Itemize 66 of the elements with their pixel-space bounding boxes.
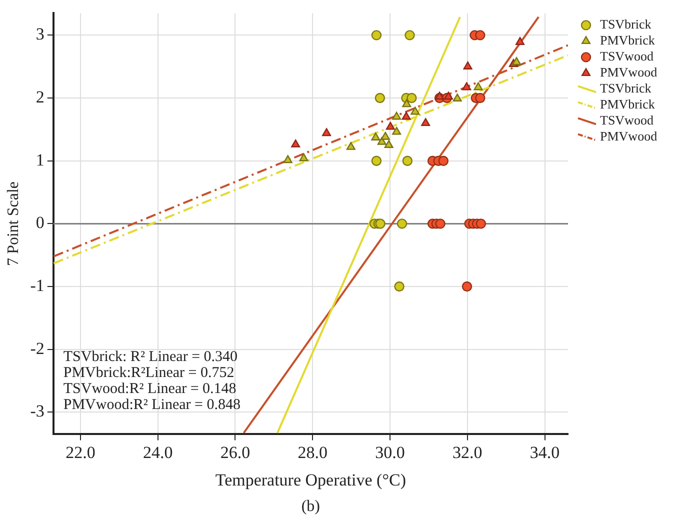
point [463, 62, 472, 70]
y-axis-title: 7 Point Scale [4, 181, 22, 266]
y-tick-label: -3 [30, 402, 44, 421]
point [410, 106, 420, 115]
x-tick-label: 24.0 [142, 442, 173, 462]
text: (b) [301, 498, 320, 516]
annotation: PMVbrick:R²Linear = 0.752 [63, 365, 234, 382]
y-tick-label: 0 [36, 213, 44, 232]
x-tick-label: 22.0 [66, 442, 96, 462]
legend-label: TSVbrick [600, 80, 652, 96]
legend-label: TSVbrick [600, 16, 652, 32]
point [438, 156, 449, 166]
legend-label: PMVbrick [600, 96, 656, 112]
x-axis-title: Temperature Operative (°C) [215, 470, 406, 490]
point [371, 132, 380, 140]
x-tick-label: 28.0 [298, 442, 328, 462]
annotation: TSVbrick: R² Linear = 0.340 [63, 349, 238, 366]
y-tick-label: 1 [36, 150, 44, 170]
y-tick-label: 3 [36, 24, 44, 44]
point [394, 281, 404, 292]
point [475, 30, 486, 40]
point [346, 142, 356, 150]
point [512, 57, 522, 66]
legend-label: TSVwood [600, 48, 654, 64]
point [380, 132, 390, 140]
point [402, 112, 411, 120]
point [475, 92, 486, 104]
legend-label: PMVwood [600, 128, 658, 144]
point [322, 128, 332, 136]
point [283, 155, 292, 164]
y-tick-label: -1 [30, 276, 44, 296]
point [396, 218, 408, 229]
point [371, 30, 382, 40]
x-tick-label: 34.0 [530, 442, 560, 462]
point [516, 37, 525, 45]
point [371, 156, 382, 166]
legend-label: TSVwood [600, 112, 654, 128]
point [386, 122, 395, 130]
legend-label: PMVwood [600, 64, 658, 80]
point [404, 30, 415, 40]
point [392, 112, 402, 120]
point [435, 218, 446, 229]
y-tick-label: 2 [36, 87, 44, 106]
point [462, 281, 472, 292]
point [402, 99, 412, 108]
point [435, 92, 444, 100]
x-tick-label: 32.0 [452, 442, 482, 462]
point [299, 153, 308, 162]
point [291, 139, 300, 148]
point [384, 140, 394, 148]
point [462, 82, 472, 90]
point [421, 118, 430, 126]
point [392, 126, 402, 135]
x-tick-label: 30.0 [375, 442, 405, 462]
point [402, 156, 413, 166]
annotation: TSVwood:R² Linear = 0.148 [63, 381, 236, 398]
point [474, 82, 483, 90]
point [444, 92, 453, 100]
x-tick-label: 26.0 [220, 442, 250, 462]
point [374, 92, 386, 104]
point [452, 94, 462, 102]
legend-label: PMVbrick [600, 32, 656, 48]
point [476, 218, 486, 229]
y-tick-label: -2 [30, 338, 44, 358]
annotation: PMVwood:R² Linear = 0.848 [63, 397, 240, 414]
point [406, 92, 417, 104]
